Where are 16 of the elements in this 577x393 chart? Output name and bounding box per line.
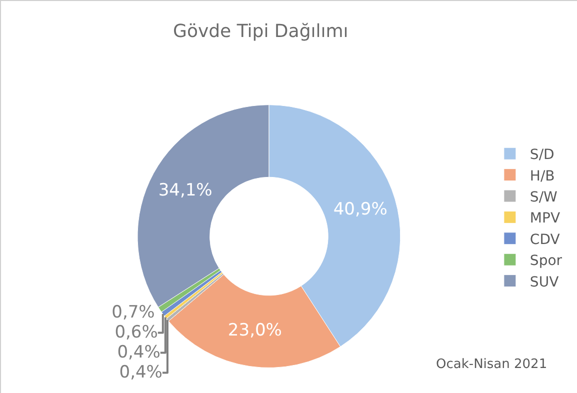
legend-label: Spor — [530, 253, 562, 270]
text: Ocak-Nisan 2021 — [436, 357, 548, 372]
data-label: 0,6% — [114, 322, 158, 343]
legend-label: S/W — [530, 189, 558, 206]
data-label: 0,4% — [117, 342, 160, 363]
data-label: 34,1% — [158, 180, 212, 201]
legend-label: SUV — [530, 274, 560, 290]
legend-label: S/D — [530, 147, 554, 164]
legend-label: MPV — [530, 210, 560, 227]
data-label: 23,0% — [228, 320, 282, 341]
data-label: 40,9% — [333, 199, 388, 220]
legend-label: CDV — [530, 232, 560, 248]
data-label: 0,4% — [119, 362, 162, 383]
legend-label: H/B — [530, 168, 555, 184]
data-label: 0,7% — [112, 302, 155, 323]
chart-title: Gövde Tipi Dağılımı — [173, 21, 348, 42]
